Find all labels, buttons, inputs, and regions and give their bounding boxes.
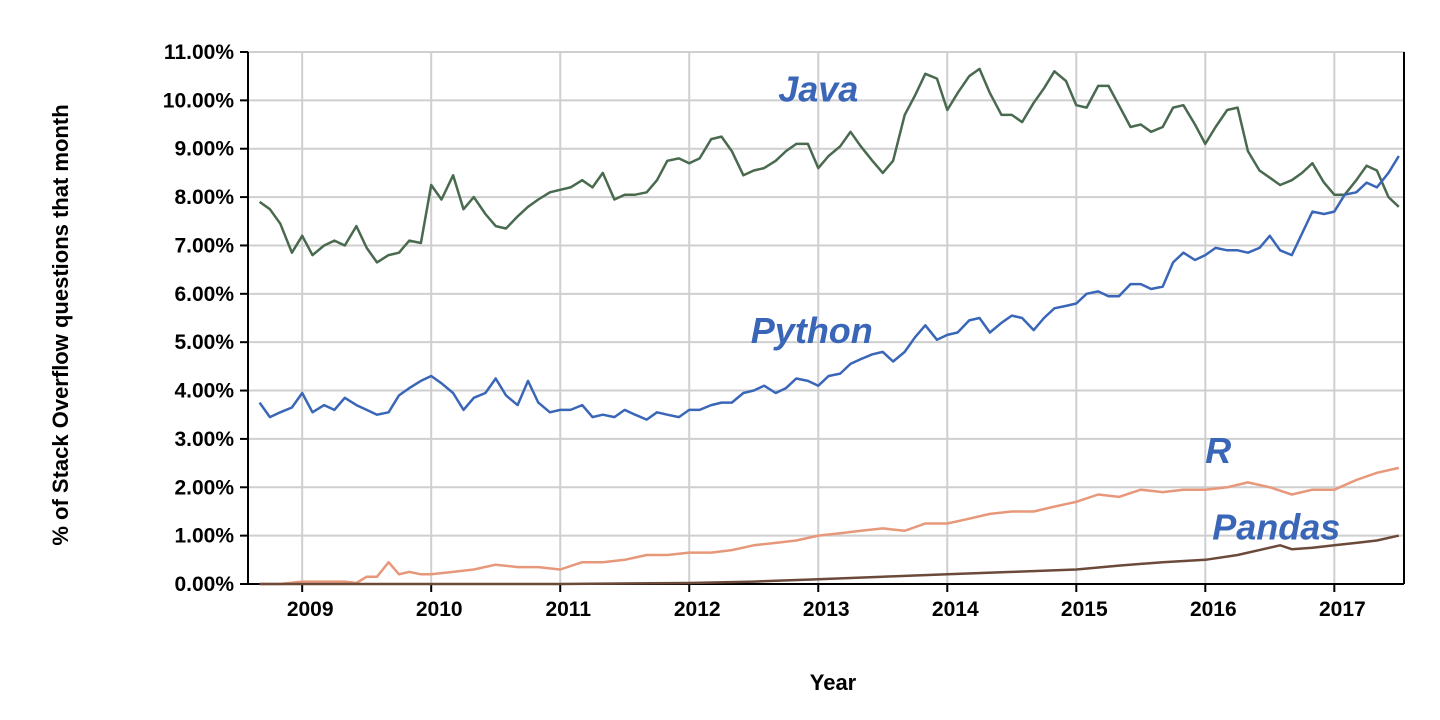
y-tick-label: 5.00% xyxy=(174,331,234,354)
x-tick-label: 2009 xyxy=(287,598,334,621)
x-tick-label: 2017 xyxy=(1319,598,1366,621)
y-tick-label: 8.00% xyxy=(174,186,234,209)
series-label-r: R xyxy=(1205,430,1231,471)
y-tick-label: 9.00% xyxy=(174,138,234,161)
series-line-python xyxy=(258,155,1400,421)
y-tick-label: 2.00% xyxy=(174,476,234,499)
y-tick-label: 10.00% xyxy=(163,89,235,112)
x-tick-label: 2013 xyxy=(803,598,850,621)
y-tick-label: 0.00% xyxy=(174,573,234,596)
series-label-java: Java xyxy=(778,68,858,109)
series-line-r xyxy=(259,466,1400,586)
series-lines xyxy=(258,67,1400,586)
series-line-pandas xyxy=(259,534,1400,586)
x-tick-label: 2014 xyxy=(932,598,979,621)
series-label-python: Python xyxy=(751,310,873,351)
y-axis-title: % of Stack Overflow questions that month xyxy=(48,104,73,545)
x-tick-labels: 2009 2010 2011 2012 2013 2014 2015 2016 2017 xyxy=(287,598,1366,621)
y-tick-label: 1.00% xyxy=(174,525,234,548)
grid xyxy=(248,51,1404,585)
y-tick-label: 3.00% xyxy=(174,428,234,451)
x-tick-label: 2016 xyxy=(1190,598,1237,621)
y-tick-labels: 0.00% 1.00% 2.00% 3.00% 4.00% 5.00% 6.00% 7.00%… xyxy=(163,41,235,596)
series-line-java xyxy=(258,67,1400,264)
series-label-pandas: Pandas xyxy=(1212,507,1340,548)
axes xyxy=(240,51,1405,592)
x-tick-label: 2011 xyxy=(545,598,591,621)
x-axis-title: Year xyxy=(810,670,857,695)
y-tick-label: 6.00% xyxy=(174,283,234,306)
y-tick-label: 11.00% xyxy=(164,41,234,64)
x-tick-label: 2012 xyxy=(674,598,721,621)
x-tick-label: 2010 xyxy=(416,598,463,621)
x-tick-label: 2015 xyxy=(1061,598,1108,621)
y-tick-label: 7.00% xyxy=(174,234,234,257)
series-annotations: Java Python R Pandas xyxy=(751,68,1340,547)
y-tick-label: 4.00% xyxy=(174,380,234,403)
